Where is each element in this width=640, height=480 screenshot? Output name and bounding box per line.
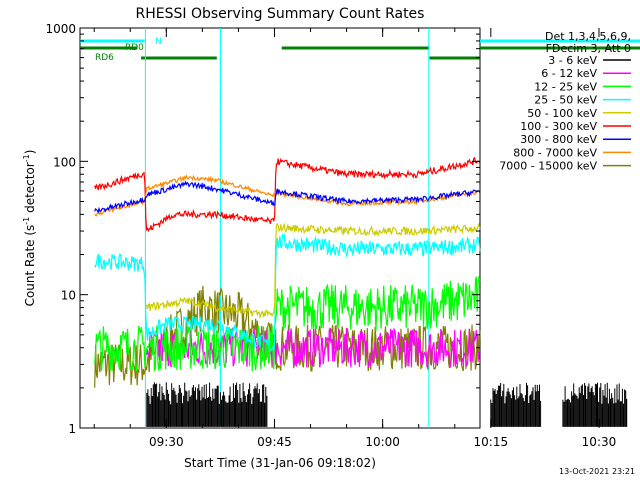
series-line-6-12-kev <box>146 327 481 368</box>
chart-title: RHESSI Observing Summary Count Rates <box>136 6 425 22</box>
legend-header-line-1: Det 1,3,4,5,6,9, <box>545 30 631 43</box>
x-tick-label: 10:30 <box>582 435 617 449</box>
legend-label: 6 - 12 keV <box>541 67 597 80</box>
legend-label: 100 - 300 keV <box>520 120 597 133</box>
x-tick-label: 09:30 <box>149 435 184 449</box>
flags-layer <box>80 39 640 60</box>
legend-label: 300 - 800 keV <box>520 133 597 146</box>
legend-label: 3 - 6 keV <box>548 54 597 67</box>
flag-label-rd0: RD0 <box>125 43 144 53</box>
legend-label: 7000 - 15000 keV <box>499 160 597 173</box>
y-tick-label: 1 <box>68 422 76 436</box>
series-layer <box>94 156 628 427</box>
y-tick-label: 100 <box>53 155 76 169</box>
series-line-25-50-kev <box>94 233 481 354</box>
y-axis-label: Count Rate (s-1 detector-1) <box>22 150 37 307</box>
series-line-3-6-kev <box>146 382 628 427</box>
series-line-12-25-kev <box>94 276 481 373</box>
legend-label: 25 - 50 keV <box>534 94 597 107</box>
timestamp: 13-Oct-2021 23:21 <box>559 467 635 476</box>
series-line-300-800-kev <box>94 180 481 214</box>
legend-label: 800 - 7000 keV <box>513 146 597 159</box>
flag-label-n: N <box>155 37 162 47</box>
legend-label: 12 - 25 keV <box>534 80 597 93</box>
x-tick-label: 10:15 <box>474 435 509 449</box>
legend-header-line-2: FDecim 3, Att 0 <box>546 42 631 55</box>
series-line-50-100-kev <box>146 222 481 320</box>
x-tick-label: 10:00 <box>365 435 400 449</box>
legend-label: 50 - 100 keV <box>527 107 597 120</box>
x-tick-label: 09:45 <box>257 435 292 449</box>
y-tick-label: 10 <box>61 289 76 303</box>
y-tick-label: 1000 <box>45 22 76 36</box>
x-axis-label: Start Time (31-Jan-06 09:18:02) <box>184 456 376 470</box>
y-axis-ticks: 1 10 100 1000 <box>45 22 480 436</box>
legend: Det 1,3,4,5,6,9, FDecim 3, Att 0 3 - 6 k… <box>499 30 631 173</box>
series-line-800-7000-kev <box>94 174 480 217</box>
flag-label-rd6: RD6 <box>95 53 114 63</box>
series-line-100-300-kev <box>94 156 481 233</box>
